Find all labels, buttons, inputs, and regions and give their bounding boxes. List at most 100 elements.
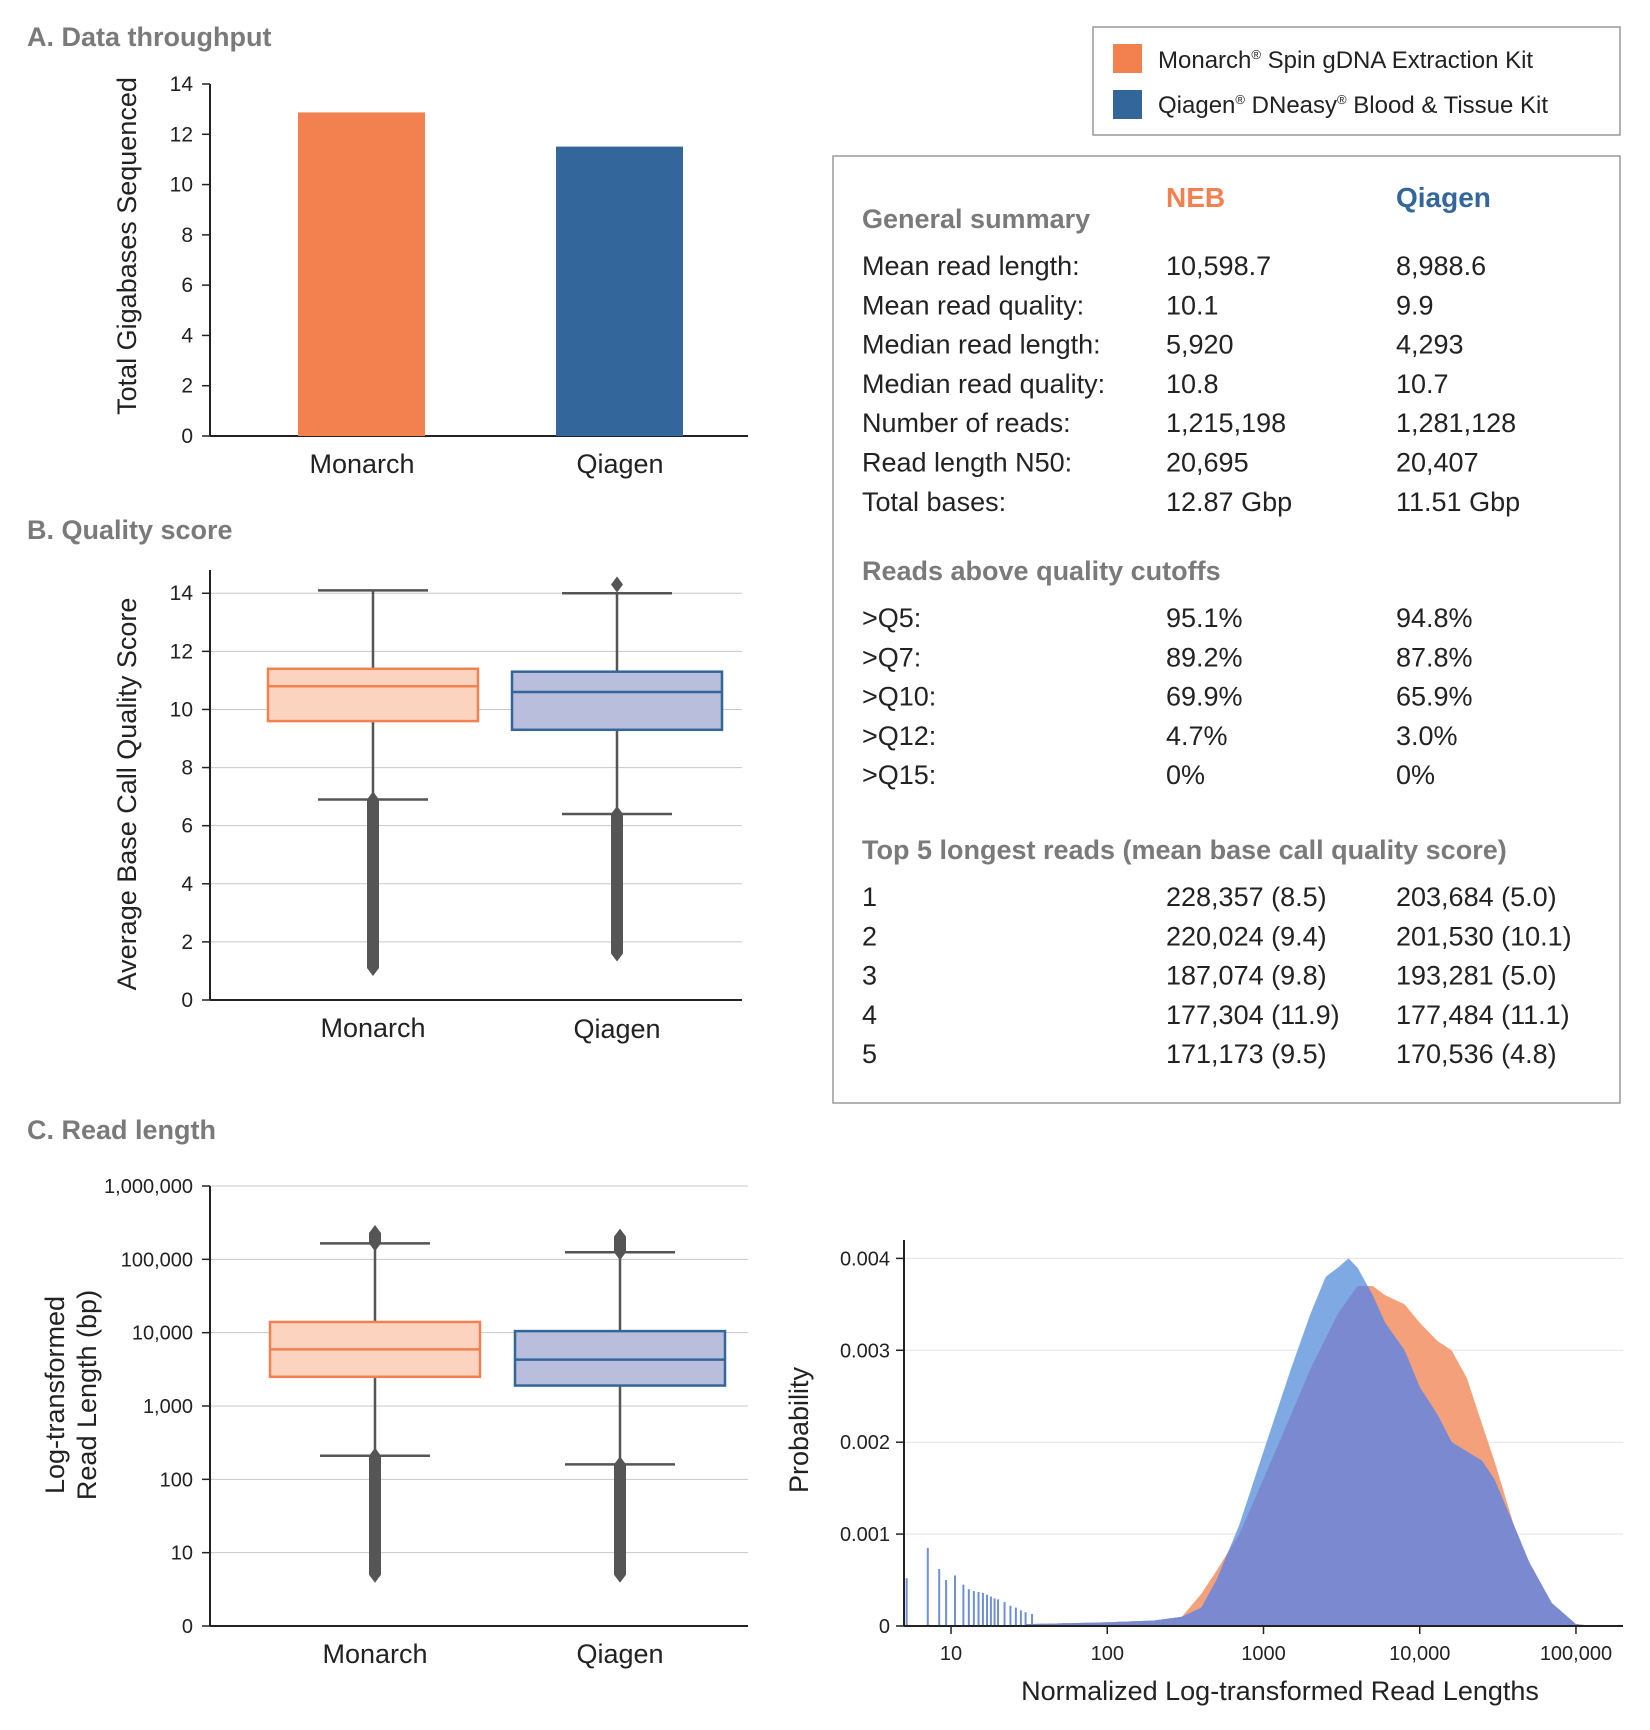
table-row-label: >Q10:: [862, 682, 936, 712]
table-cell-neb: 10,598.7: [1166, 251, 1271, 281]
legend-swatch-qiagen: [1113, 90, 1142, 119]
legend-label-monarch: Monarch: [1158, 47, 1251, 74]
table-row-label: Number of reads:: [862, 408, 1071, 438]
table-cell-qiagen: 65.9%: [1396, 682, 1473, 712]
y-tick-label: 8: [181, 757, 193, 780]
panel-c-y-label-line2: Read Length (bp): [72, 1290, 102, 1500]
y-tick-label: 14: [170, 73, 194, 96]
table-cell-neb: 228,357 (8.5): [1166, 882, 1327, 912]
outliers-low: [369, 1455, 381, 1575]
table-row-label: Median read quality:: [862, 369, 1105, 399]
panel-c-box-plot: C. Read length Log-transformed Read Leng…: [27, 1115, 748, 1669]
table-cell-qiagen: 203,684 (5.0): [1396, 882, 1557, 912]
y-tick-label: 6: [181, 815, 193, 838]
table-cell-qiagen: 10.7: [1396, 369, 1449, 399]
registered-mark: ®: [1251, 47, 1261, 62]
table-cell-neb: 89.2%: [1166, 642, 1243, 672]
table-cell-neb: 69.9%: [1166, 682, 1243, 712]
summary-table: NEB Qiagen General summary Mean read leng…: [832, 155, 1621, 1104]
table-cell-qiagen: 8,988.6: [1396, 251, 1486, 281]
table-cell-neb: 1,215,198: [1166, 408, 1286, 438]
x-tick-label: 1000: [1241, 1643, 1286, 1665]
box-monarch: [268, 1225, 482, 1583]
table-cell-neb: 220,024 (9.4): [1166, 921, 1327, 951]
outlier-point: [369, 1225, 381, 1242]
outlier-point: [367, 960, 379, 977]
panel-b-box-plot: B. Quality score Average Base Call Quali…: [27, 515, 742, 1044]
table-row-label: 4: [862, 1000, 877, 1030]
outlier-point: [614, 1566, 626, 1583]
table-cell-qiagen: 170,536 (4.8): [1396, 1039, 1557, 1069]
table-cell-neb: 12.87 Gbp: [1166, 487, 1292, 517]
table-cell-neb: 5,920: [1166, 330, 1234, 360]
panel-d-x-label: Normalized Log-transformed Read Lengths: [1021, 1676, 1539, 1706]
table-row-label: >Q5:: [862, 603, 921, 633]
table-cell-neb: 187,074 (9.8): [1166, 961, 1327, 991]
table-row-label: 3: [862, 961, 877, 991]
table-frame: [832, 155, 1621, 1104]
y-tick-label: 6: [181, 274, 193, 297]
y-tick-label: 0.003: [840, 1340, 890, 1362]
panel-b-title: B. Quality score: [27, 515, 233, 545]
y-tick-label: 0: [181, 425, 193, 448]
y-tick-label: 0: [879, 1616, 890, 1638]
legend-swatch-monarch: [1113, 44, 1142, 73]
box-iqr: [510, 670, 724, 732]
table-row-label: 1: [862, 882, 877, 912]
y-tick-label: 4: [181, 324, 193, 347]
table-row-label: >Q7:: [862, 642, 921, 672]
table-row-label: 2: [862, 921, 877, 951]
y-tick-label: 0.004: [840, 1248, 890, 1270]
registered-mark: ®: [1337, 92, 1347, 107]
panel-b-y-label: Average Base Call Quality Score: [112, 598, 142, 991]
panel-a-category-monarch: Monarch: [309, 449, 414, 479]
y-tick-label: 10: [170, 174, 193, 197]
y-tick-label: 0.002: [840, 1432, 890, 1454]
outliers-low: [611, 814, 623, 954]
table-cell-qiagen: 11.51 Gbp: [1396, 487, 1520, 517]
table-cell-neb: 4.7%: [1166, 721, 1228, 751]
y-tick-label: 2: [181, 931, 193, 954]
table-row-label: Mean read length:: [862, 251, 1080, 281]
panel-b-category-monarch: Monarch: [320, 1013, 425, 1043]
x-tick-label: 10: [940, 1643, 962, 1665]
legend-label-qiagen-rest: DNeasy: [1245, 92, 1337, 119]
panel-d-histogram: Probability 0 0.001 0.002 0.003 0.004 10 100 1…: [784, 1240, 1623, 1706]
box-qiagen: [513, 1228, 727, 1583]
table-cell-qiagen: 0%: [1396, 760, 1435, 790]
table-cell-qiagen: 3.0%: [1396, 721, 1458, 751]
y-tick-label: 0: [182, 1616, 193, 1638]
panel-c-title: C. Read length: [27, 1115, 216, 1145]
bar-qiagen: [556, 146, 683, 436]
y-tick-label: 0: [181, 989, 193, 1012]
y-tick-label: 8: [181, 224, 193, 247]
table-cell-qiagen: 1,281,128: [1396, 408, 1516, 438]
registered-mark: ®: [1235, 92, 1245, 107]
panel-a-bar-chart: A. Data throughput Total Gigabases Seque…: [27, 22, 748, 479]
outliers-low: [614, 1464, 626, 1575]
x-tick-label: 100,000: [1540, 1643, 1612, 1665]
table-row-label: 5: [862, 1039, 877, 1069]
y-tick-label: 14: [170, 582, 194, 605]
y-tick-label: 12: [170, 123, 193, 146]
outliers-low: [367, 799, 379, 969]
table-cell-qiagen: 4,293: [1396, 330, 1464, 360]
box-monarch: [266, 589, 480, 977]
y-tick-label: 0.001: [840, 1524, 890, 1546]
panel-a-title: A. Data throughput: [27, 22, 271, 52]
table-section-title: General summary: [862, 204, 1090, 234]
x-tick-label: 100: [1091, 1643, 1124, 1665]
table-section-title: Top 5 longest reads (mean base call qual…: [862, 835, 1507, 865]
outlier-point: [369, 1566, 381, 1583]
table-cell-neb: 177,304 (11.9): [1166, 1000, 1340, 1030]
box-iqr: [266, 667, 480, 723]
y-tick-label: 10: [170, 698, 193, 721]
table-cell-neb: 95.1%: [1166, 603, 1243, 633]
panel-c-category-monarch: Monarch: [322, 1639, 427, 1669]
table-column-neb: NEB: [1166, 182, 1225, 213]
box-qiagen: [510, 576, 724, 962]
outlier-point: [611, 945, 623, 962]
table-cell-neb: 171,173 (9.5): [1166, 1039, 1327, 1069]
table-cell-neb: 10.8: [1166, 369, 1219, 399]
